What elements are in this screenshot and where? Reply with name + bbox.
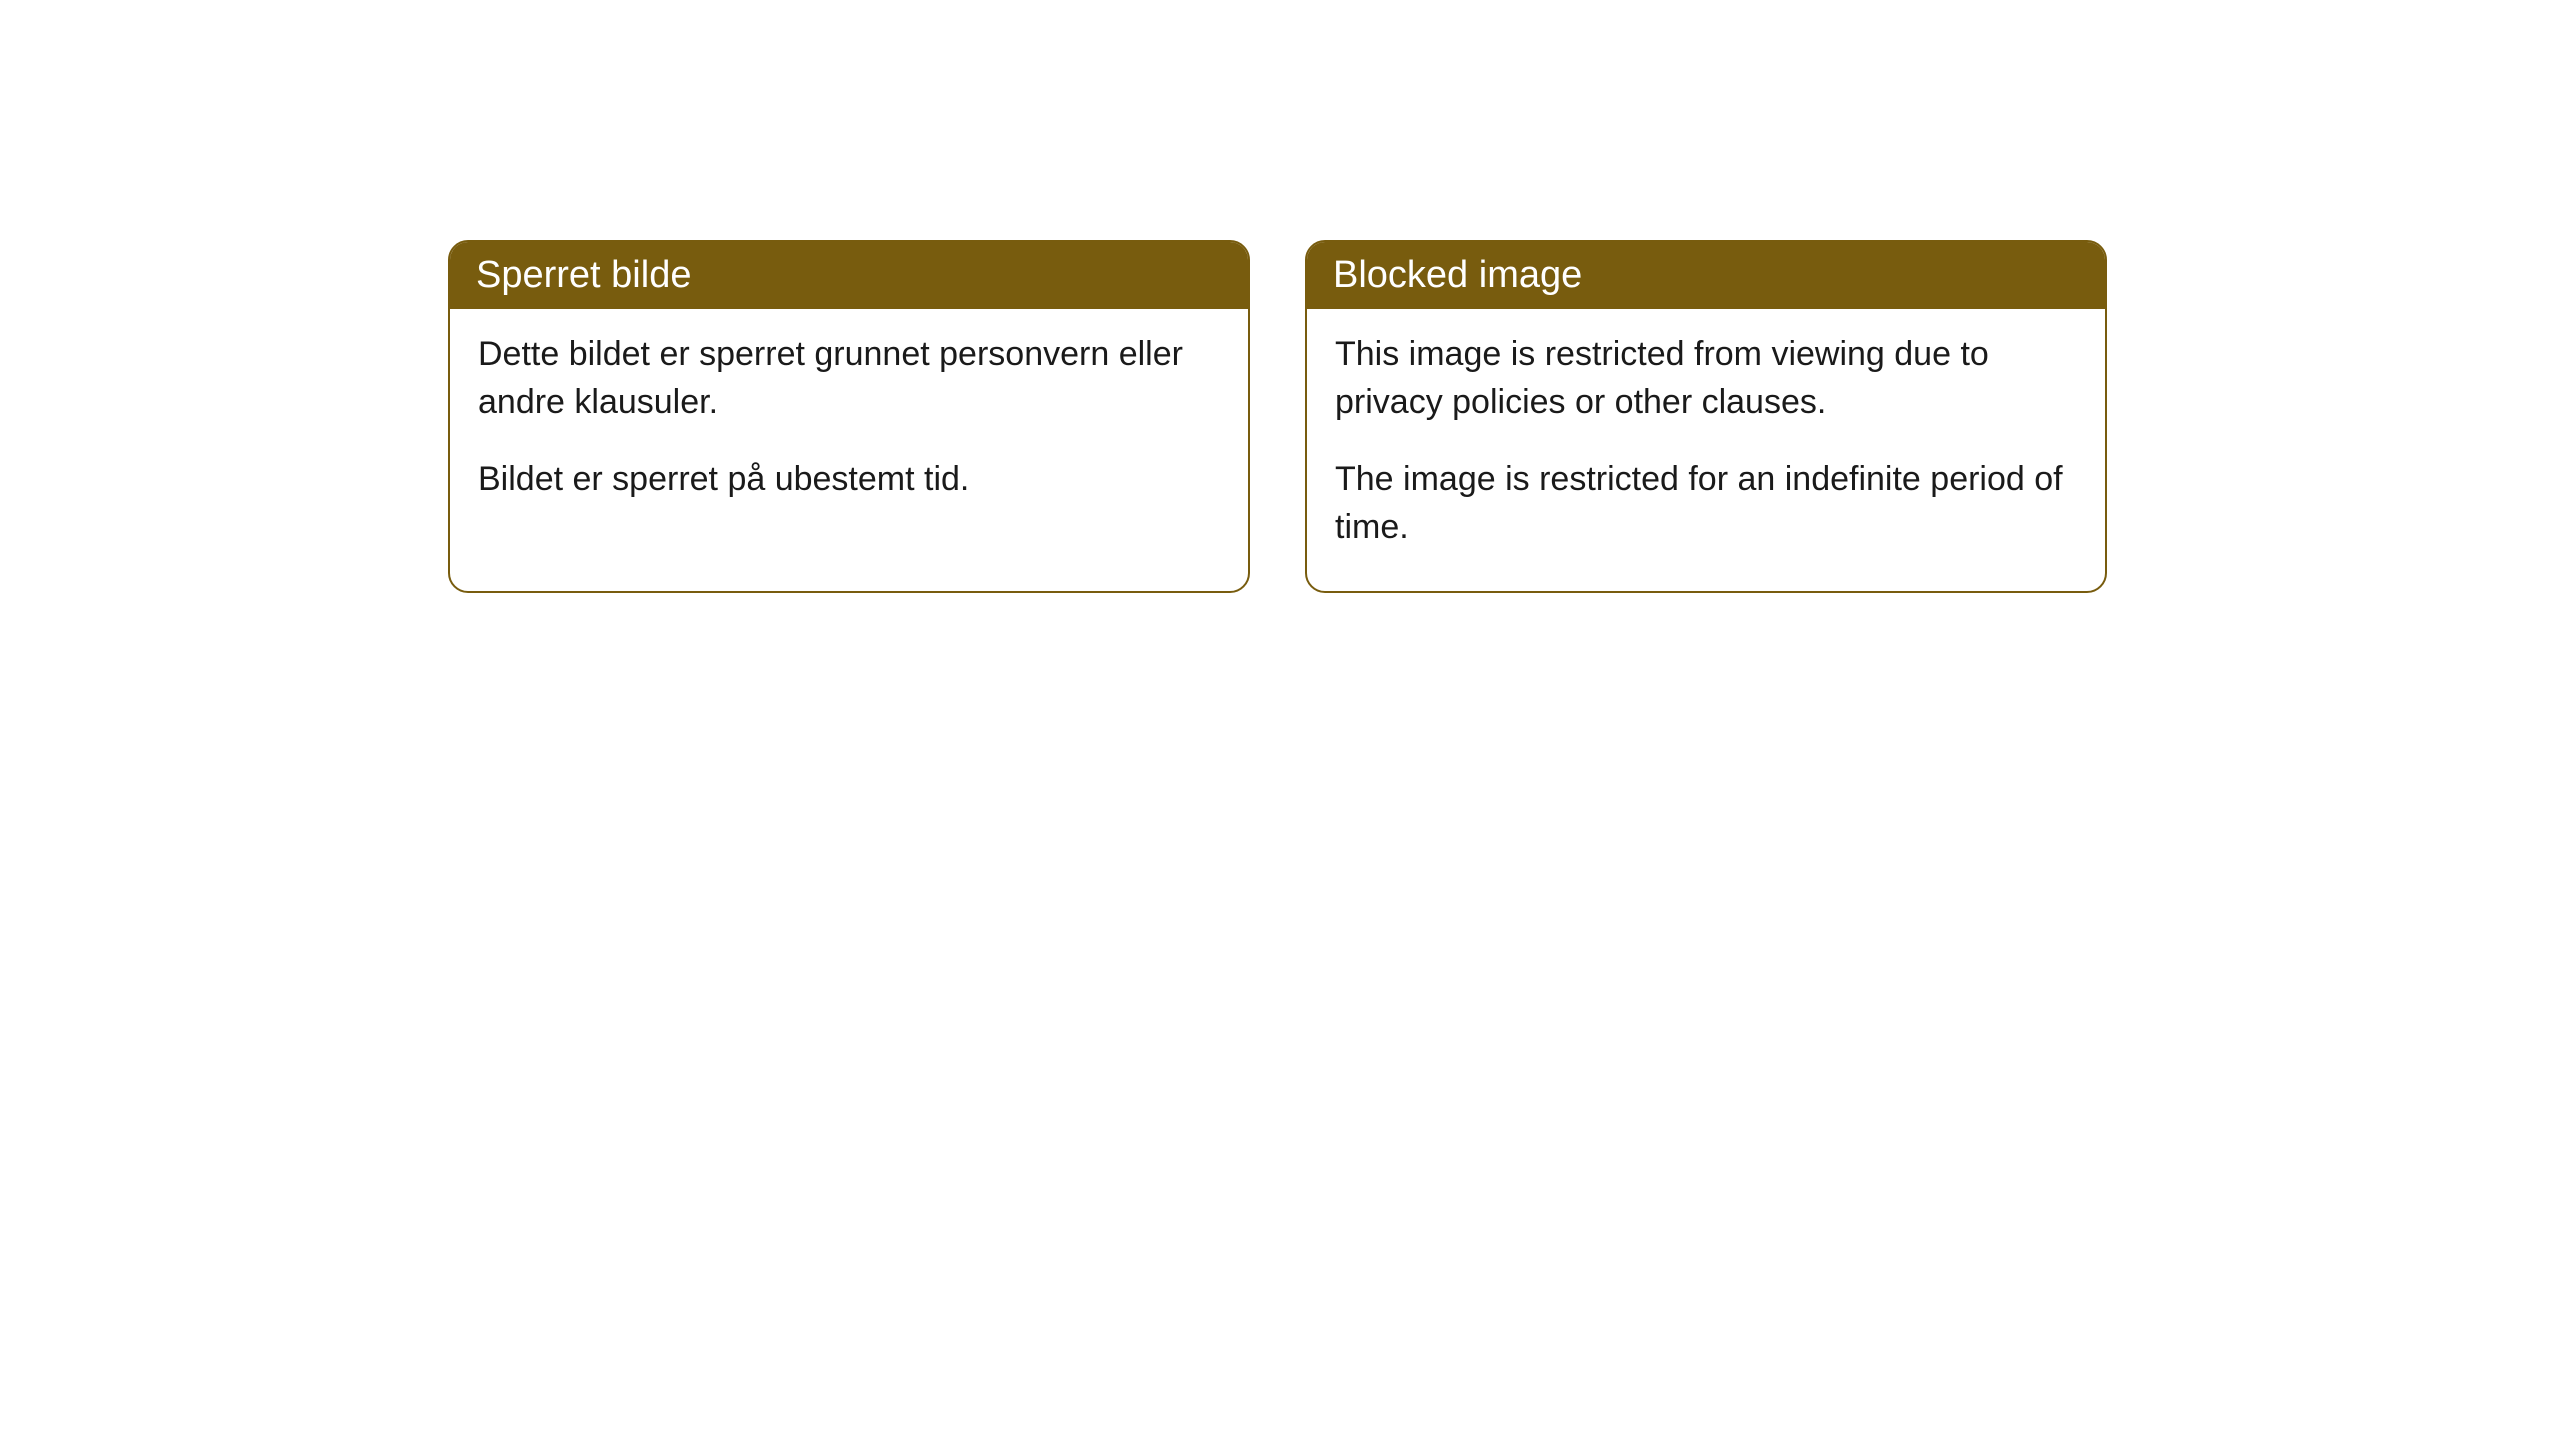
card-title-norwegian: Sperret bilde [476,254,691,296]
card-paragraph-1-norwegian: Dette bildet er sperret grunnet personve… [478,331,1220,426]
cards-container: Sperret bilde Dette bildet er sperret gr… [448,240,2107,593]
card-paragraph-2-norwegian: Bildet er sperret på ubestemt tid. [478,456,1220,504]
card-title-english: Blocked image [1333,254,1582,296]
card-paragraph-1-english: This image is restricted from viewing du… [1335,331,2077,426]
card-header-norwegian: Sperret bilde [450,242,1248,309]
card-body-english: This image is restricted from viewing du… [1307,309,2105,591]
card-body-norwegian: Dette bildet er sperret grunnet personve… [450,309,1248,544]
card-english: Blocked image This image is restricted f… [1305,240,2107,593]
card-paragraph-2-english: The image is restricted for an indefinit… [1335,456,2077,551]
card-header-english: Blocked image [1307,242,2105,309]
card-norwegian: Sperret bilde Dette bildet er sperret gr… [448,240,1250,593]
